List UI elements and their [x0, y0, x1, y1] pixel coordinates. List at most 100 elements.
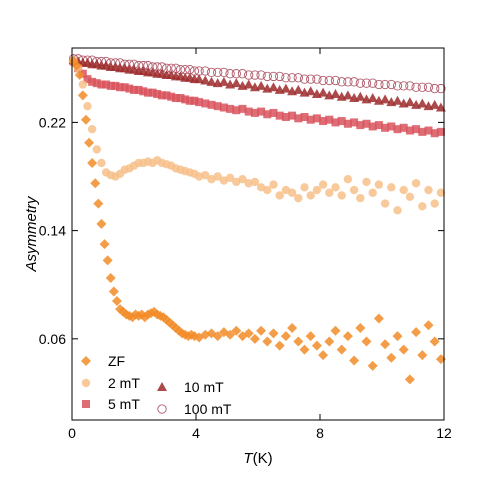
data-point [256, 325, 267, 336]
data-point [87, 124, 97, 134]
data-point [288, 111, 297, 120]
data-point [200, 75, 211, 85]
data-point [423, 82, 434, 92]
data-point [386, 79, 396, 90]
data-point [244, 107, 253, 116]
data-point [80, 114, 91, 125]
x-axis-unit: (K) [253, 450, 273, 467]
legend-item: 5 mT [82, 396, 140, 412]
data-point [218, 76, 229, 86]
data-point [206, 76, 217, 86]
data-point [418, 202, 427, 211]
data-point [411, 82, 421, 92]
data-point [405, 126, 414, 135]
data-point [189, 66, 200, 76]
data-point [83, 75, 92, 84]
data-point [111, 81, 120, 90]
data-point [148, 88, 157, 97]
legend-marker [82, 400, 90, 408]
data-point [392, 81, 403, 91]
data-point [374, 180, 384, 189]
data-point [162, 91, 171, 100]
data-point [263, 185, 272, 195]
x-axis-ticks: 0 4 8 12 [68, 48, 452, 441]
data-point [423, 320, 434, 331]
data-point [429, 336, 440, 347]
data-point [356, 121, 365, 130]
data-point [250, 108, 259, 117]
data-point [330, 325, 341, 336]
data-point [349, 77, 359, 87]
data-point [287, 323, 298, 334]
data-point [318, 180, 328, 189]
data-point [387, 183, 396, 192]
data-point [71, 60, 82, 71]
data-point [281, 112, 290, 121]
data-point [243, 79, 254, 89]
data-point [373, 313, 384, 324]
data-point [331, 183, 340, 192]
data-point [355, 91, 366, 101]
data-point [405, 81, 415, 91]
data-point [349, 355, 360, 366]
data-point [88, 77, 97, 86]
data-point [318, 350, 329, 361]
data-point [213, 172, 222, 181]
data-point [268, 71, 279, 82]
data-point [355, 78, 365, 88]
data-point [99, 239, 110, 250]
data-point [393, 206, 402, 215]
legend-item: 10 mT [157, 379, 224, 395]
data-point [249, 333, 260, 344]
data-point [293, 336, 304, 347]
legend-item: 100 mT [157, 401, 232, 417]
data-point [280, 331, 291, 342]
data-point [256, 70, 266, 80]
data-point [417, 350, 428, 361]
x-tick-label: 12 [436, 425, 452, 441]
data-point [418, 127, 427, 136]
data-point [312, 114, 321, 123]
data-point [436, 83, 446, 94]
data-point [102, 80, 111, 89]
data-point [120, 83, 129, 92]
data-point [306, 191, 315, 200]
data-point [374, 121, 383, 130]
data-point [368, 188, 377, 197]
data-point [219, 103, 228, 112]
data-point [268, 82, 279, 92]
y-tick-label: 0.22 [39, 114, 66, 130]
data-point [318, 75, 328, 86]
data-point [399, 185, 408, 195]
data-point [330, 88, 341, 98]
data-point [111, 295, 122, 306]
data-point [380, 339, 391, 350]
data-point [195, 98, 204, 107]
data-point [417, 82, 427, 92]
legend-label: 100 mT [184, 401, 232, 417]
legend-item: ZF [81, 353, 125, 369]
data-point [97, 80, 106, 89]
data-point [213, 102, 222, 111]
data-point [181, 95, 190, 104]
data-point [287, 188, 297, 197]
data-point [343, 77, 353, 87]
x-tick-label: 4 [192, 425, 200, 441]
data-point [212, 331, 223, 342]
x-axis-symbol: T [243, 450, 254, 467]
data-point [299, 74, 310, 84]
x-tick-label: 0 [68, 425, 76, 441]
data-point [387, 122, 396, 131]
data-point [237, 69, 248, 79]
data-point [330, 75, 341, 86]
data-point [269, 180, 278, 189]
data-point [336, 344, 347, 355]
data-point [380, 94, 391, 104]
data-point [368, 122, 377, 131]
data-point [405, 192, 415, 201]
data-point [194, 74, 205, 84]
data-point [424, 185, 433, 195]
data-point [398, 344, 409, 355]
x-tick-label: 8 [316, 425, 324, 441]
